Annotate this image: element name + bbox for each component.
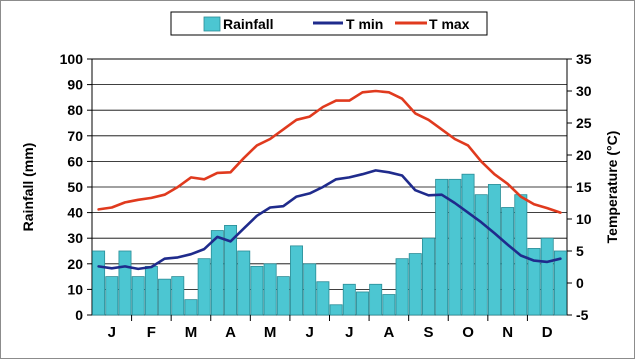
x-tick-label: A <box>383 324 394 341</box>
rainfall-bar <box>290 245 303 316</box>
rainfall-bar <box>501 207 515 316</box>
rainfall-bar <box>553 250 567 316</box>
x-tick-label: D <box>542 324 553 341</box>
rainfall-bar <box>356 291 369 316</box>
rainfall-bar <box>408 253 422 316</box>
x-tick-label: M <box>185 324 198 341</box>
rainfall-bar <box>92 250 106 316</box>
left-tick-label: 10 <box>67 281 83 297</box>
x-tick-label: O <box>462 324 474 341</box>
rainfall-bar <box>303 263 317 316</box>
legend: Rainfall T min T max <box>170 11 488 36</box>
rainfall-bar <box>210 230 224 316</box>
rainfall-bar <box>144 265 158 316</box>
tmin-line <box>97 169 562 271</box>
rainfall-bar <box>395 258 409 316</box>
left-tick-label: 70 <box>67 128 83 144</box>
rainfall-bar <box>316 281 330 316</box>
tmax-line <box>97 89 562 214</box>
left-tick-label: 80 <box>67 102 83 118</box>
left-tick-label: 40 <box>67 205 83 221</box>
x-tick-label: F <box>147 324 156 341</box>
left-axis-label: Rainfall (mm) <box>20 143 36 232</box>
legend-label-rainfall: Rainfall <box>223 16 274 32</box>
rainfall-bar <box>382 294 396 316</box>
right-tick-label: 20 <box>576 147 592 163</box>
rainfall-bar <box>131 276 145 316</box>
left-tick-label: 0 <box>75 307 83 323</box>
x-tick-label: J <box>345 324 353 341</box>
legend-label-tmax: T max <box>429 16 470 32</box>
legend-label-tmin: T min <box>346 16 383 32</box>
left-tick-label: 50 <box>67 179 83 195</box>
right-tick-label: 15 <box>576 179 592 195</box>
rainfall-bar <box>171 276 185 316</box>
rainfall-bar <box>197 258 211 316</box>
left-tick-label: 90 <box>67 77 83 93</box>
rainfall-bar <box>461 173 475 316</box>
right-tick-label: 0 <box>576 275 584 291</box>
rainfall-bar <box>342 283 356 316</box>
right-tick-label: 35 <box>576 51 592 67</box>
rainfall-bar <box>448 178 462 316</box>
right-tick-label: 10 <box>576 211 592 227</box>
rainfall-bar <box>158 278 172 316</box>
legend-swatch-rainfall <box>203 16 221 32</box>
x-tick-label: M <box>264 324 277 341</box>
rainfall-bar <box>184 299 198 316</box>
rainfall-bar <box>540 237 554 316</box>
x-tick-label: N <box>502 324 513 341</box>
right-tick-label: -5 <box>576 307 589 323</box>
rainfall-bar <box>237 250 251 316</box>
rainfall-bar <box>487 184 501 316</box>
rainfall-bar <box>369 283 383 316</box>
left-tick-label: 30 <box>67 230 83 246</box>
rainfall-bar <box>118 250 132 316</box>
x-tick-label: J <box>108 324 116 341</box>
right-axis-label: Temperature (°C) <box>604 131 620 244</box>
x-tick-label: S <box>423 324 433 341</box>
left-tick-label: 100 <box>60 51 84 67</box>
rainfall-bar <box>250 265 264 316</box>
rainfall-bar <box>421 237 435 316</box>
rainfall-bar <box>474 194 488 316</box>
rainfall-bar <box>435 178 449 316</box>
right-tick-label: 5 <box>576 243 584 259</box>
left-tick-label: 20 <box>67 256 83 272</box>
x-tick-label: A <box>225 324 236 341</box>
left-tick-label: 60 <box>67 153 83 169</box>
rainfall-bar <box>329 304 343 316</box>
rainfall-bar <box>105 276 119 316</box>
rainfall-bar <box>527 248 541 316</box>
rainfall-bar <box>263 263 277 316</box>
right-tick-label: 25 <box>576 115 592 131</box>
rainfall-bar <box>224 224 238 316</box>
right-tick-label: 30 <box>576 83 592 99</box>
rainfall-bar <box>276 276 290 316</box>
x-tick-label: J <box>306 324 314 341</box>
